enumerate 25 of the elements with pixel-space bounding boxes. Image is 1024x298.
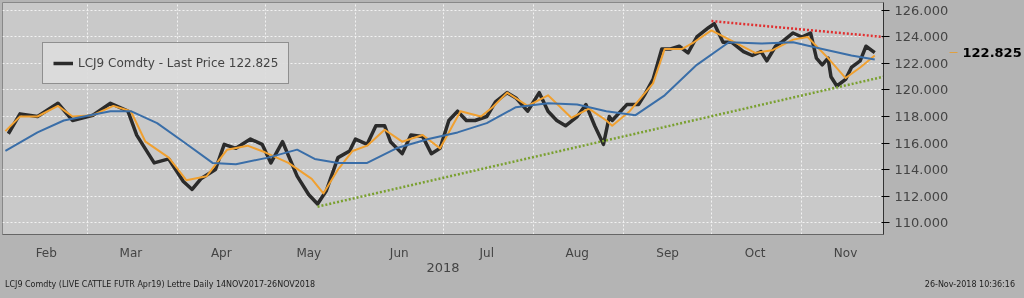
- y-tick-label: 112.000: [894, 188, 949, 204]
- x-tick-label: Jun: [388, 245, 409, 260]
- text: 26-Nov-2018 10:36:16: [924, 279, 1015, 291]
- x-tick-label: Jul: [478, 245, 494, 260]
- legend-label: LCJ9 Comdty - Last Price 122.825: [78, 56, 279, 70]
- line-series: [4, 41, 876, 166]
- text: 122.825: [962, 45, 1022, 61]
- x-tick-label: Oct: [744, 245, 766, 260]
- x-tick-label: Nov: [833, 245, 858, 260]
- y-tick-label: 110.000: [894, 215, 949, 231]
- x-axis-title: 2018: [426, 259, 460, 275]
- x-tick-label: Aug: [565, 245, 589, 260]
- y-tick-label: 124.000: [894, 29, 949, 45]
- text: LCJ9 Comdty (LIVE CATTLE FUTR Apr19) Lettre Daily 14NOV2017-26NOV2018: [5, 279, 316, 291]
- y-tick-label: 118.000: [894, 109, 949, 125]
- x-tick-label: Mar: [119, 245, 143, 260]
- y-tick-label: 120.000: [894, 82, 949, 98]
- y-tick-label: 116.000: [894, 135, 949, 151]
- x-tick-label: Apr: [210, 245, 232, 260]
- y-tick-label: 122.000: [894, 55, 949, 71]
- x-tick-label: Feb: [35, 245, 57, 260]
- y-tick-label: 126.000: [894, 2, 949, 18]
- x-tick-label: May: [296, 245, 322, 260]
- x-tick-label: Sep: [656, 245, 679, 260]
- y-tick-label: 114.000: [894, 162, 949, 178]
